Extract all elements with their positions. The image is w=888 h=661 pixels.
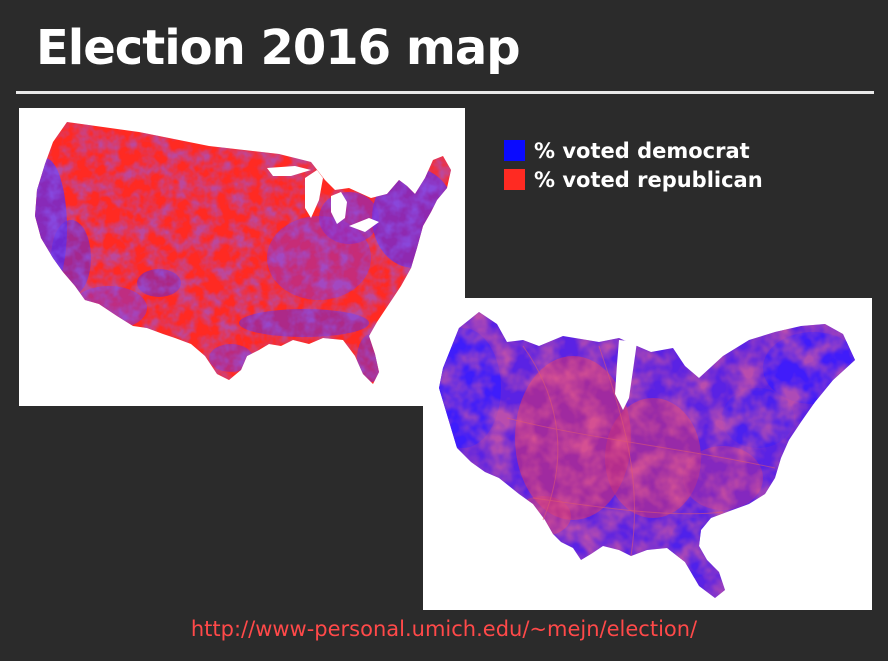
legend-item-republican: % voted republican <box>504 165 763 194</box>
republican-swatch <box>504 169 525 190</box>
cartogram-election-map <box>423 298 872 610</box>
geographic-map-svg <box>35 122 451 384</box>
geographic-election-map <box>19 108 465 406</box>
cartogram-map-svg <box>439 312 855 598</box>
map-legend: % voted democrat % voted republican <box>504 136 763 194</box>
source-url[interactable]: http://www-personal.umich.edu/~mejn/elec… <box>190 617 698 641</box>
democrat-swatch <box>504 140 525 161</box>
slide-title: Election 2016 map <box>36 20 521 76</box>
legend-label-democrat: % voted democrat <box>534 138 750 163</box>
title-divider <box>16 91 874 94</box>
legend-label-republican: % voted republican <box>534 167 763 192</box>
legend-item-democrat: % voted democrat <box>504 136 763 165</box>
